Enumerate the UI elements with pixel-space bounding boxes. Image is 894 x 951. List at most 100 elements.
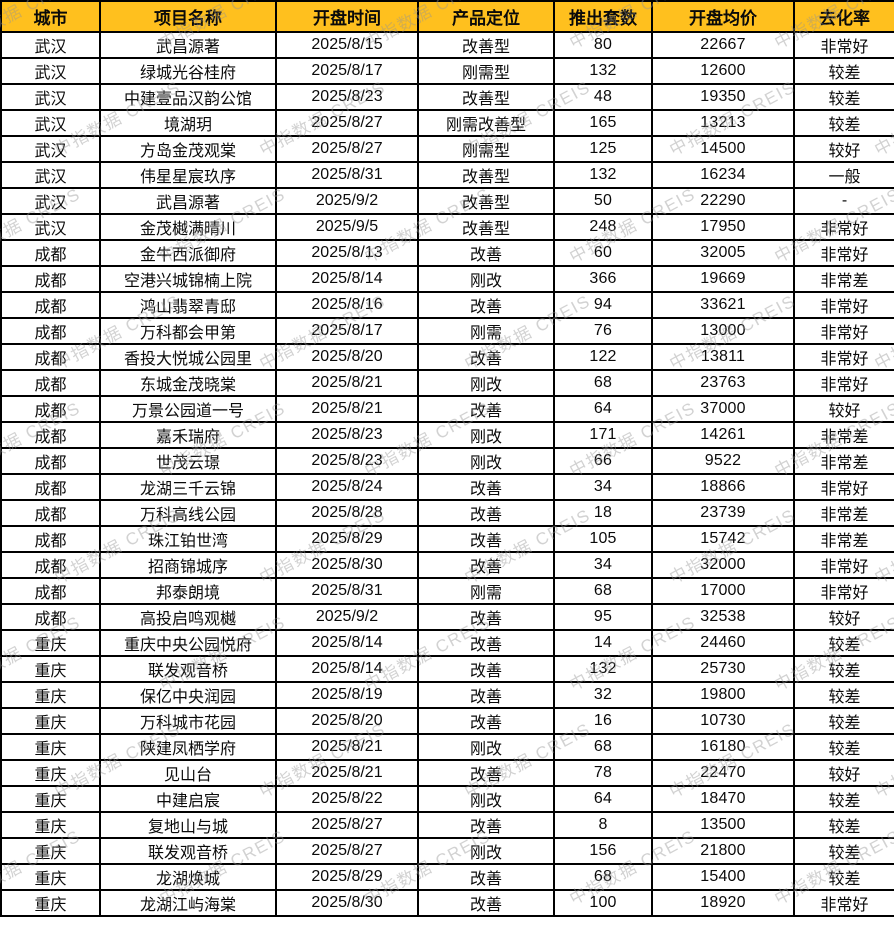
cell-project: 香投大悦城公园里 [99,343,277,371]
cell-positioning: 刚改 [417,421,555,449]
cell-positioning: 改善 [417,291,555,319]
cell-open-date: 2025/8/21 [275,395,419,423]
cell-project: 绿城光谷桂府 [99,57,277,85]
cell-open-date: 2025/8/21 [275,369,419,397]
cell-positioning: 刚改 [417,733,555,761]
cell-open-date: 2025/8/29 [275,525,419,553]
table-row: 重庆 陕建凤栖学府 2025/8/21 刚改 68 16180 较差 [0,733,894,761]
cell-project: 鸿山翡翠青邸 [99,291,277,319]
cell-open-date: 2025/8/19 [275,681,419,709]
cell-city: 武汉 [0,83,101,111]
cell-units: 64 [553,785,653,813]
table-row: 成都 高投启鸣观樾 2025/9/2 改善 95 32538 较好 [0,603,894,631]
cell-open-date: 2025/8/24 [275,473,419,501]
table-row: 重庆 龙湖焕城 2025/8/29 改善 68 15400 较差 [0,863,894,891]
cell-city: 成都 [0,239,101,267]
cell-units: 165 [553,109,653,137]
cell-absorption-rate: 非常差 [793,265,894,293]
cell-city: 重庆 [0,629,101,657]
cell-project: 联发观音桥 [99,655,277,683]
cell-units: 32 [553,681,653,709]
table-row: 成都 万科都会甲第 2025/8/17 刚需 76 13000 非常好 [0,317,894,345]
table-row: 重庆 联发观音桥 2025/8/27 刚改 156 21800 较差 [0,837,894,865]
cell-project: 武昌源著 [99,31,277,59]
cell-avg-price: 16234 [651,161,795,189]
cell-avg-price: 32538 [651,603,795,631]
cell-project: 邦泰朗境 [99,577,277,605]
cell-open-date: 2025/8/31 [275,161,419,189]
cell-absorption-rate: 一般 [793,161,894,189]
cell-positioning: 改善 [417,343,555,371]
cell-city: 成都 [0,369,101,397]
cell-avg-price: 32005 [651,239,795,267]
cell-avg-price: 13213 [651,109,795,137]
cell-city: 重庆 [0,785,101,813]
cell-open-date: 2025/8/16 [275,291,419,319]
table-row: 成都 龙湖三千云锦 2025/8/24 改善 34 18866 非常好 [0,473,894,501]
cell-units: 156 [553,837,653,865]
cell-absorption-rate: 较差 [793,109,894,137]
cell-absorption-rate: 较差 [793,837,894,865]
cell-avg-price: 23763 [651,369,795,397]
cell-city: 武汉 [0,31,101,59]
cell-avg-price: 37000 [651,395,795,423]
table-row: 重庆 中建启宸 2025/8/22 刚改 64 18470 较差 [0,785,894,813]
cell-absorption-rate: 较差 [793,811,894,839]
cell-open-date: 2025/8/27 [275,135,419,163]
cell-project: 嘉禾瑞府 [99,421,277,449]
cell-units: 34 [553,473,653,501]
cell-open-date: 2025/8/20 [275,707,419,735]
cell-open-date: 2025/9/5 [275,213,419,241]
cell-project: 金牛西派御府 [99,239,277,267]
cell-project: 复地山与城 [99,811,277,839]
cell-positioning: 刚需 [417,317,555,345]
cell-units: 64 [553,395,653,423]
cell-units: 8 [553,811,653,839]
cell-positioning: 刚改 [417,447,555,475]
cell-absorption-rate: 较差 [793,707,894,735]
cell-avg-price: 17950 [651,213,795,241]
cell-avg-price: 13500 [651,811,795,839]
column-header-positioning: 产品定位 [417,0,555,33]
cell-positioning: 改善 [417,603,555,631]
cell-city: 武汉 [0,213,101,241]
cell-project: 世茂云璟 [99,447,277,475]
cell-absorption-rate: 较好 [793,759,894,787]
cell-positioning: 改善 [417,499,555,527]
column-header-city: 城市 [0,0,101,33]
column-header-avg-price: 开盘均价 [651,0,795,33]
cell-project: 重庆中央公园悦府 [99,629,277,657]
cell-project: 空港兴城锦楠上院 [99,265,277,293]
table-row: 成都 金牛西派御府 2025/8/13 改善 60 32005 非常好 [0,239,894,267]
cell-project: 东城金茂晓棠 [99,369,277,397]
cell-absorption-rate: 非常好 [793,577,894,605]
cell-units: 68 [553,733,653,761]
cell-units: 76 [553,317,653,345]
cell-avg-price: 22470 [651,759,795,787]
table-row: 成都 万景公园道一号 2025/8/21 改善 64 37000 较好 [0,395,894,423]
cell-absorption-rate: 非常差 [793,421,894,449]
cell-city: 成都 [0,265,101,293]
cell-absorption-rate: 较好 [793,395,894,423]
cell-absorption-rate: 非常好 [793,291,894,319]
cell-open-date: 2025/8/27 [275,837,419,865]
cell-units: 50 [553,187,653,215]
cell-positioning: 刚需 [417,577,555,605]
cell-positioning: 改善 [417,681,555,709]
cell-units: 78 [553,759,653,787]
cell-open-date: 2025/8/17 [275,57,419,85]
cell-project: 保亿中央润园 [99,681,277,709]
cell-project: 伟星星宸玖序 [99,161,277,189]
cell-project: 珠江铂世湾 [99,525,277,553]
table-row: 重庆 复地山与城 2025/8/27 改善 8 13500 较差 [0,811,894,839]
cell-city: 成都 [0,395,101,423]
cell-avg-price: 12600 [651,57,795,85]
cell-open-date: 2025/8/31 [275,577,419,605]
cell-absorption-rate: 非常好 [793,473,894,501]
table-row: 成都 珠江铂世湾 2025/8/29 改善 105 15742 非常差 [0,525,894,553]
cell-avg-price: 9522 [651,447,795,475]
column-header-open-date: 开盘时间 [275,0,419,33]
cell-open-date: 2025/8/21 [275,759,419,787]
cell-units: 34 [553,551,653,579]
table-row: 成都 嘉禾瑞府 2025/8/23 刚改 171 14261 非常差 [0,421,894,449]
